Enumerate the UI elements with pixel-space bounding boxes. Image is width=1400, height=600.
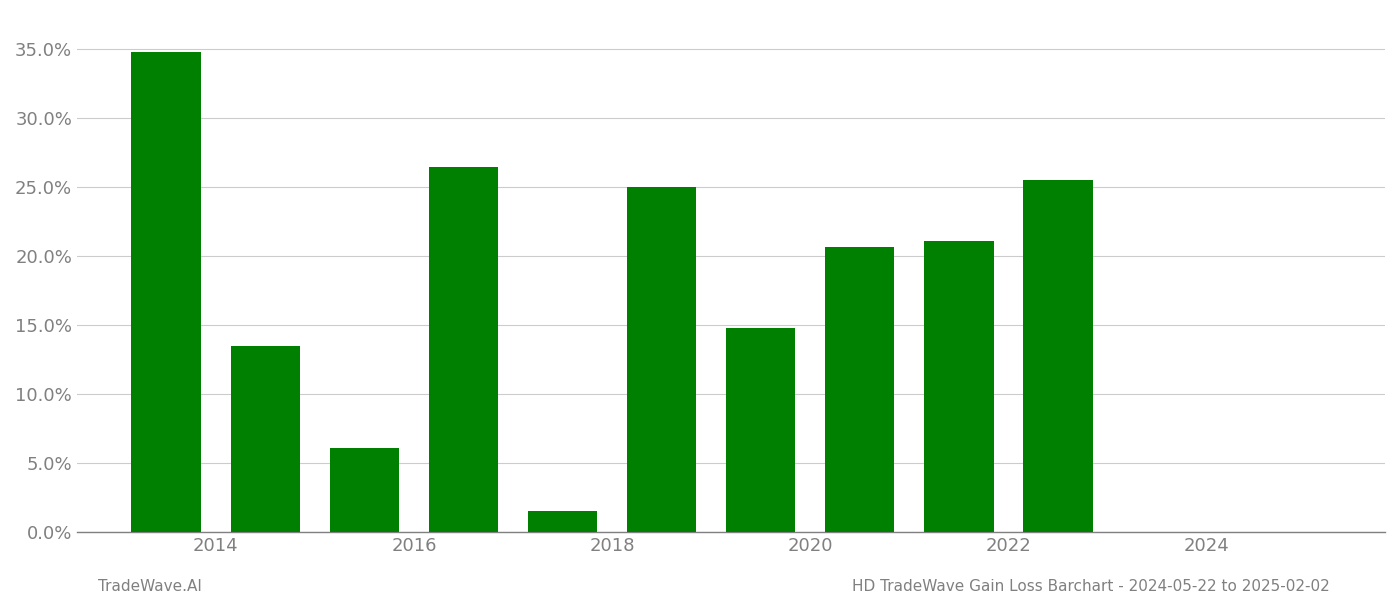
Bar <box>132 52 200 532</box>
Bar <box>727 328 795 532</box>
Bar <box>1023 181 1092 532</box>
Bar <box>231 346 300 532</box>
Text: HD TradeWave Gain Loss Barchart - 2024-05-22 to 2025-02-02: HD TradeWave Gain Loss Barchart - 2024-0… <box>853 579 1330 594</box>
Bar <box>528 511 598 532</box>
Bar <box>329 448 399 532</box>
Bar <box>627 187 696 532</box>
Bar <box>428 167 498 532</box>
Text: TradeWave.AI: TradeWave.AI <box>98 579 202 594</box>
Bar <box>825 247 895 532</box>
Bar <box>924 241 994 532</box>
